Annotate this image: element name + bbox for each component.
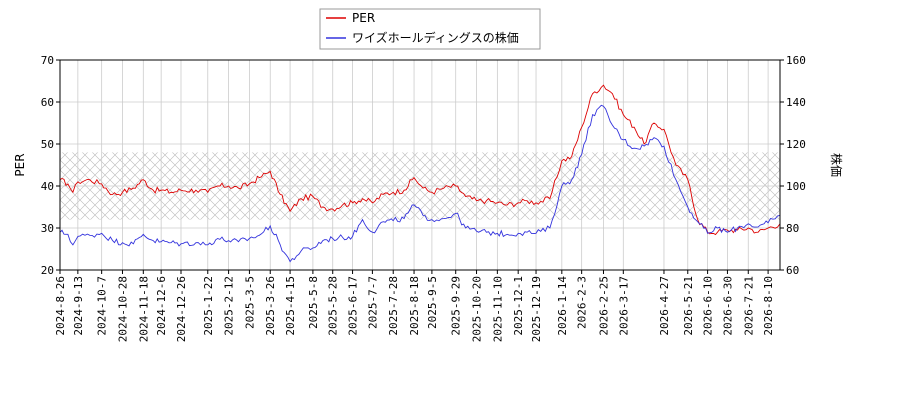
x-tick-label: 2026-8-10 [762, 276, 775, 336]
stock-price-series-line [60, 104, 780, 263]
x-tick-label: 2026-3-17 [617, 276, 630, 336]
x-tick-label: 2024-12-6 [155, 276, 168, 336]
left-tick-label: 20 [41, 264, 54, 277]
left-tick-label: 60 [41, 96, 54, 109]
right-tick-label: 100 [786, 180, 806, 193]
right-tick-label: 140 [786, 96, 806, 109]
x-tick-label: 2025-9-29 [450, 276, 463, 336]
right-axis-title: 株価 [829, 153, 844, 177]
x-tick-label: 2026-6-30 [721, 276, 734, 336]
x-tick-label: 2025-12-1 [512, 276, 525, 336]
left-tick-label: 40 [41, 180, 54, 193]
x-tick-label: 2026-4-27 [658, 276, 671, 336]
x-tick-label: 2025-8-18 [408, 276, 421, 336]
x-tick-label: 2025-9-5 [426, 276, 439, 329]
x-tick-label: 2025-3-5 [243, 276, 256, 329]
x-tick-label: 2025-12-19 [530, 276, 543, 342]
x-tick-label: 2024-11-18 [137, 276, 150, 342]
x-tick-label: 2025-5-8 [307, 276, 320, 329]
right-tick-label: 60 [786, 264, 799, 277]
left-tick-label: 70 [41, 54, 54, 67]
x-tick-label: 2025-7-7 [366, 276, 379, 329]
x-tick-label: 2026-1-14 [556, 276, 569, 336]
legend-box [319, 8, 541, 50]
x-tick-label: 2024-10-28 [116, 276, 129, 342]
x-tick-label: 2025-10-20 [471, 276, 484, 342]
left-tick-label: 50 [41, 138, 54, 151]
x-tick-label: 2025-4-15 [284, 276, 297, 336]
x-tick-label: 2025-7-28 [387, 276, 400, 336]
x-tick-label: 2024-12-26 [175, 276, 188, 342]
x-tick-label: 2024-9-13 [72, 276, 85, 336]
legend-label-price: ワイズホールディングスの株価 [352, 30, 519, 45]
x-tick-label: 2026-6-10 [702, 276, 715, 336]
x-tick-label: 2025-3-26 [264, 276, 277, 336]
x-tick-label: 2026-2-25 [597, 276, 610, 336]
x-tick-label: 2025-5-28 [327, 276, 340, 336]
x-tick-label: 2025-6-17 [347, 276, 360, 336]
legend-label-per: PER [352, 11, 375, 25]
left-axis-title: PER [13, 153, 27, 176]
right-tick-label: 120 [786, 138, 806, 151]
x-tick-label: 2026-2-3 [576, 276, 589, 329]
right-tick-label: 80 [786, 222, 799, 235]
right-tick-label: 160 [786, 54, 806, 67]
x-tick-label: 2025-11-10 [491, 276, 504, 342]
x-tick-label: 2024-10-7 [96, 276, 109, 336]
left-tick-label: 30 [41, 222, 54, 235]
x-tick-label: 2026-5-21 [682, 276, 695, 336]
x-tick-label: 2025-2-12 [223, 276, 236, 336]
x-tick-label: 2025-1-22 [202, 276, 215, 336]
per-series-line [60, 84, 780, 236]
x-tick-label: 2024-8-26 [54, 276, 67, 336]
legend: PER ワイズホールディングスの株価 [319, 8, 541, 50]
plot-frame [59, 59, 781, 271]
x-tick-label: 2026-7-21 [742, 276, 755, 336]
